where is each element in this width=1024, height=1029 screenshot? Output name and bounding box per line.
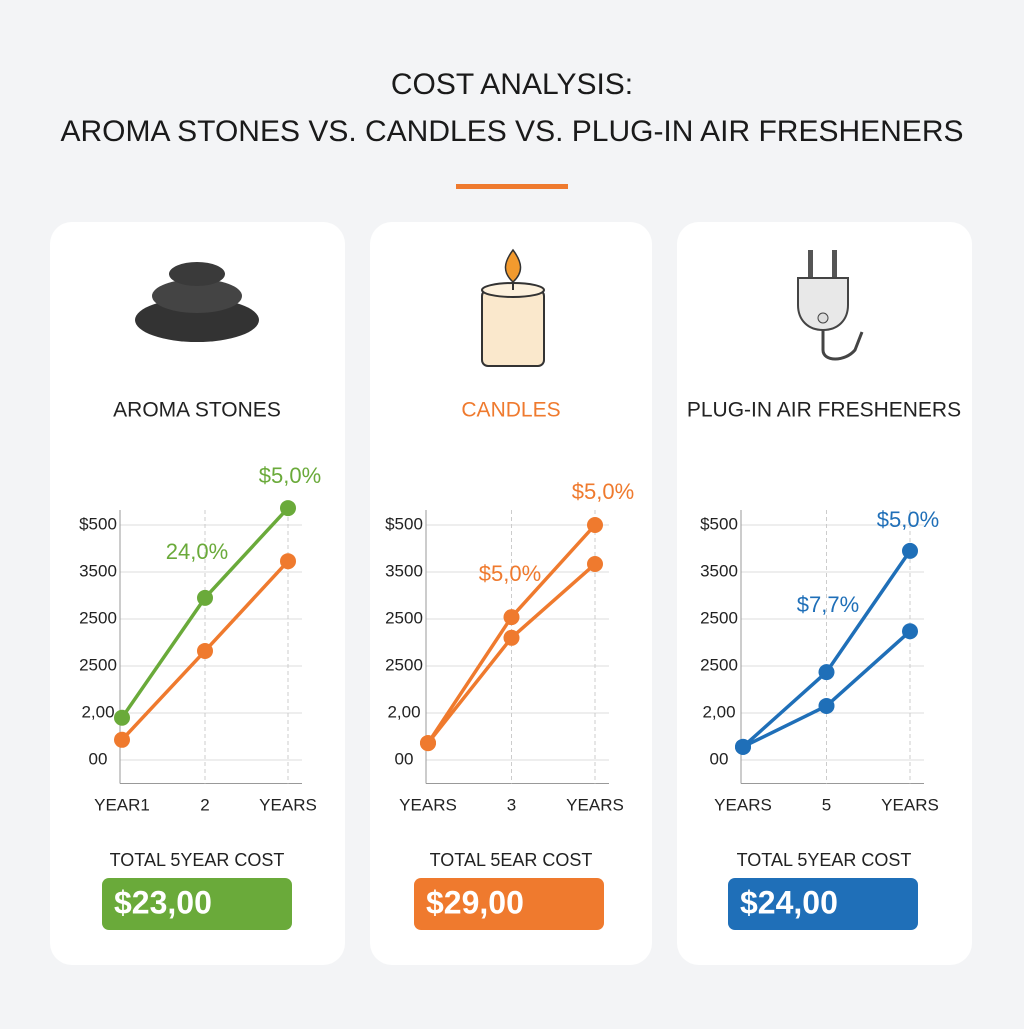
cost-value: $23,00 (114, 884, 212, 920)
annotation: $5,0% (259, 463, 321, 488)
y-tick-label: 2,00 (702, 702, 735, 721)
point (902, 623, 918, 640)
y-tick-label: 2,00 (81, 702, 114, 721)
x-tick-label: YEARS (881, 795, 939, 814)
y-tick-label: 2500 (700, 608, 738, 627)
x-tick-label: YEARS (714, 795, 772, 814)
candle-icon (481, 248, 545, 367)
y-tick-label: 00 (89, 749, 108, 768)
point (503, 629, 520, 646)
plug-icon (797, 250, 864, 361)
cost-label: TOTAL 5YEAR COST (737, 850, 912, 870)
card (50, 222, 345, 965)
x-tick-label: YEARS (399, 795, 457, 814)
y-tick-label: 3500 (385, 561, 423, 580)
y-tick-label: $500 (79, 514, 117, 533)
point (114, 709, 130, 726)
y-tick-label: 2500 (79, 608, 117, 627)
card (370, 222, 652, 965)
point (818, 697, 835, 714)
cost-label: TOTAL 5YEAR COST (110, 850, 285, 870)
point (197, 642, 213, 659)
title-line: AROMA STONES VS. CANDLES VS. PLUG-IN AIR… (60, 115, 963, 148)
title-line: COST ANALYSIS: (391, 68, 633, 101)
point (280, 553, 296, 570)
x-tick-label: YEARS (259, 795, 317, 814)
point (420, 735, 436, 752)
point (587, 517, 603, 533)
x-tick-label: YEARS (566, 795, 624, 814)
y-tick-label: 2500 (385, 655, 423, 674)
cost-value: $24,00 (740, 884, 838, 920)
stones-icon (135, 262, 259, 342)
point (114, 731, 130, 748)
y-tick-label: 00 (710, 749, 729, 768)
y-tick-label: 00 (395, 749, 414, 768)
cost-badge (728, 878, 918, 930)
y-tick-label: $500 (700, 514, 738, 533)
y-tick-label: 2500 (385, 608, 423, 627)
annotation: $5,0% (572, 479, 634, 504)
annotation: 24,0% (166, 539, 228, 564)
cost-value: $29,00 (426, 884, 524, 920)
x-tick-label: 5 (822, 795, 831, 814)
point (902, 542, 918, 559)
cost-label: TOTAL 5EAR COST (430, 850, 593, 870)
x-tick-label: YEAR1 (94, 795, 150, 814)
y-tick-label: 3500 (700, 561, 738, 580)
annotation: $5,0% (479, 561, 541, 586)
y-tick-label: 2500 (79, 655, 117, 674)
x-tick-label: 2 (200, 795, 209, 814)
x-tick-label: 3 (507, 795, 516, 814)
y-tick-label: 3500 (79, 561, 117, 580)
title-underline (456, 184, 568, 189)
point (197, 589, 213, 606)
point (503, 609, 520, 626)
card-title: AROMA STONES (113, 399, 281, 422)
card (677, 222, 972, 965)
annotation: $7,7% (797, 592, 859, 617)
y-tick-label: $500 (385, 514, 423, 533)
annotation: $5,0% (877, 507, 939, 532)
cost-badge (102, 878, 292, 930)
card-title: CANDLES (461, 399, 560, 422)
y-tick-label: 2500 (700, 655, 738, 674)
card-title: PLUG-IN AIR FRESHENERS (687, 399, 961, 422)
point (818, 664, 835, 681)
point (735, 738, 751, 755)
point (280, 500, 296, 517)
cost-badge (414, 878, 604, 930)
y-tick-label: 2,00 (387, 702, 420, 721)
point (587, 556, 603, 573)
